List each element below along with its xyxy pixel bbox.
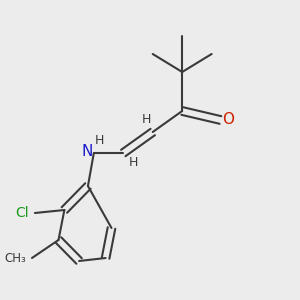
Text: H: H — [95, 134, 104, 148]
Text: CH₃: CH₃ — [4, 251, 26, 265]
Text: O: O — [222, 112, 234, 128]
Text: H: H — [142, 113, 152, 127]
Text: Cl: Cl — [15, 206, 29, 220]
Text: H: H — [129, 155, 138, 169]
Text: N: N — [82, 144, 93, 159]
